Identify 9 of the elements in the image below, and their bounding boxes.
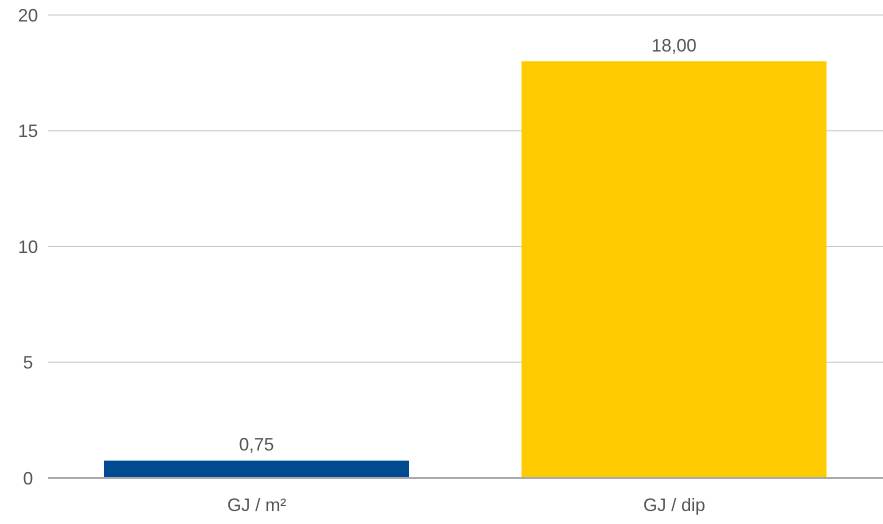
y-tick-label: 0 xyxy=(22,468,34,488)
data-label: 18,00 xyxy=(651,35,697,56)
data-label: 0,75 xyxy=(238,434,274,455)
x-tick-label: GJ / dip xyxy=(643,494,706,515)
x-tick-label: GJ / m² xyxy=(227,494,286,515)
y-tick-label: 15 xyxy=(18,121,38,142)
y-tick-label: 5 xyxy=(22,352,34,373)
y-tick-label: 20 xyxy=(18,5,38,26)
y-tick-label: 10 xyxy=(18,236,38,257)
